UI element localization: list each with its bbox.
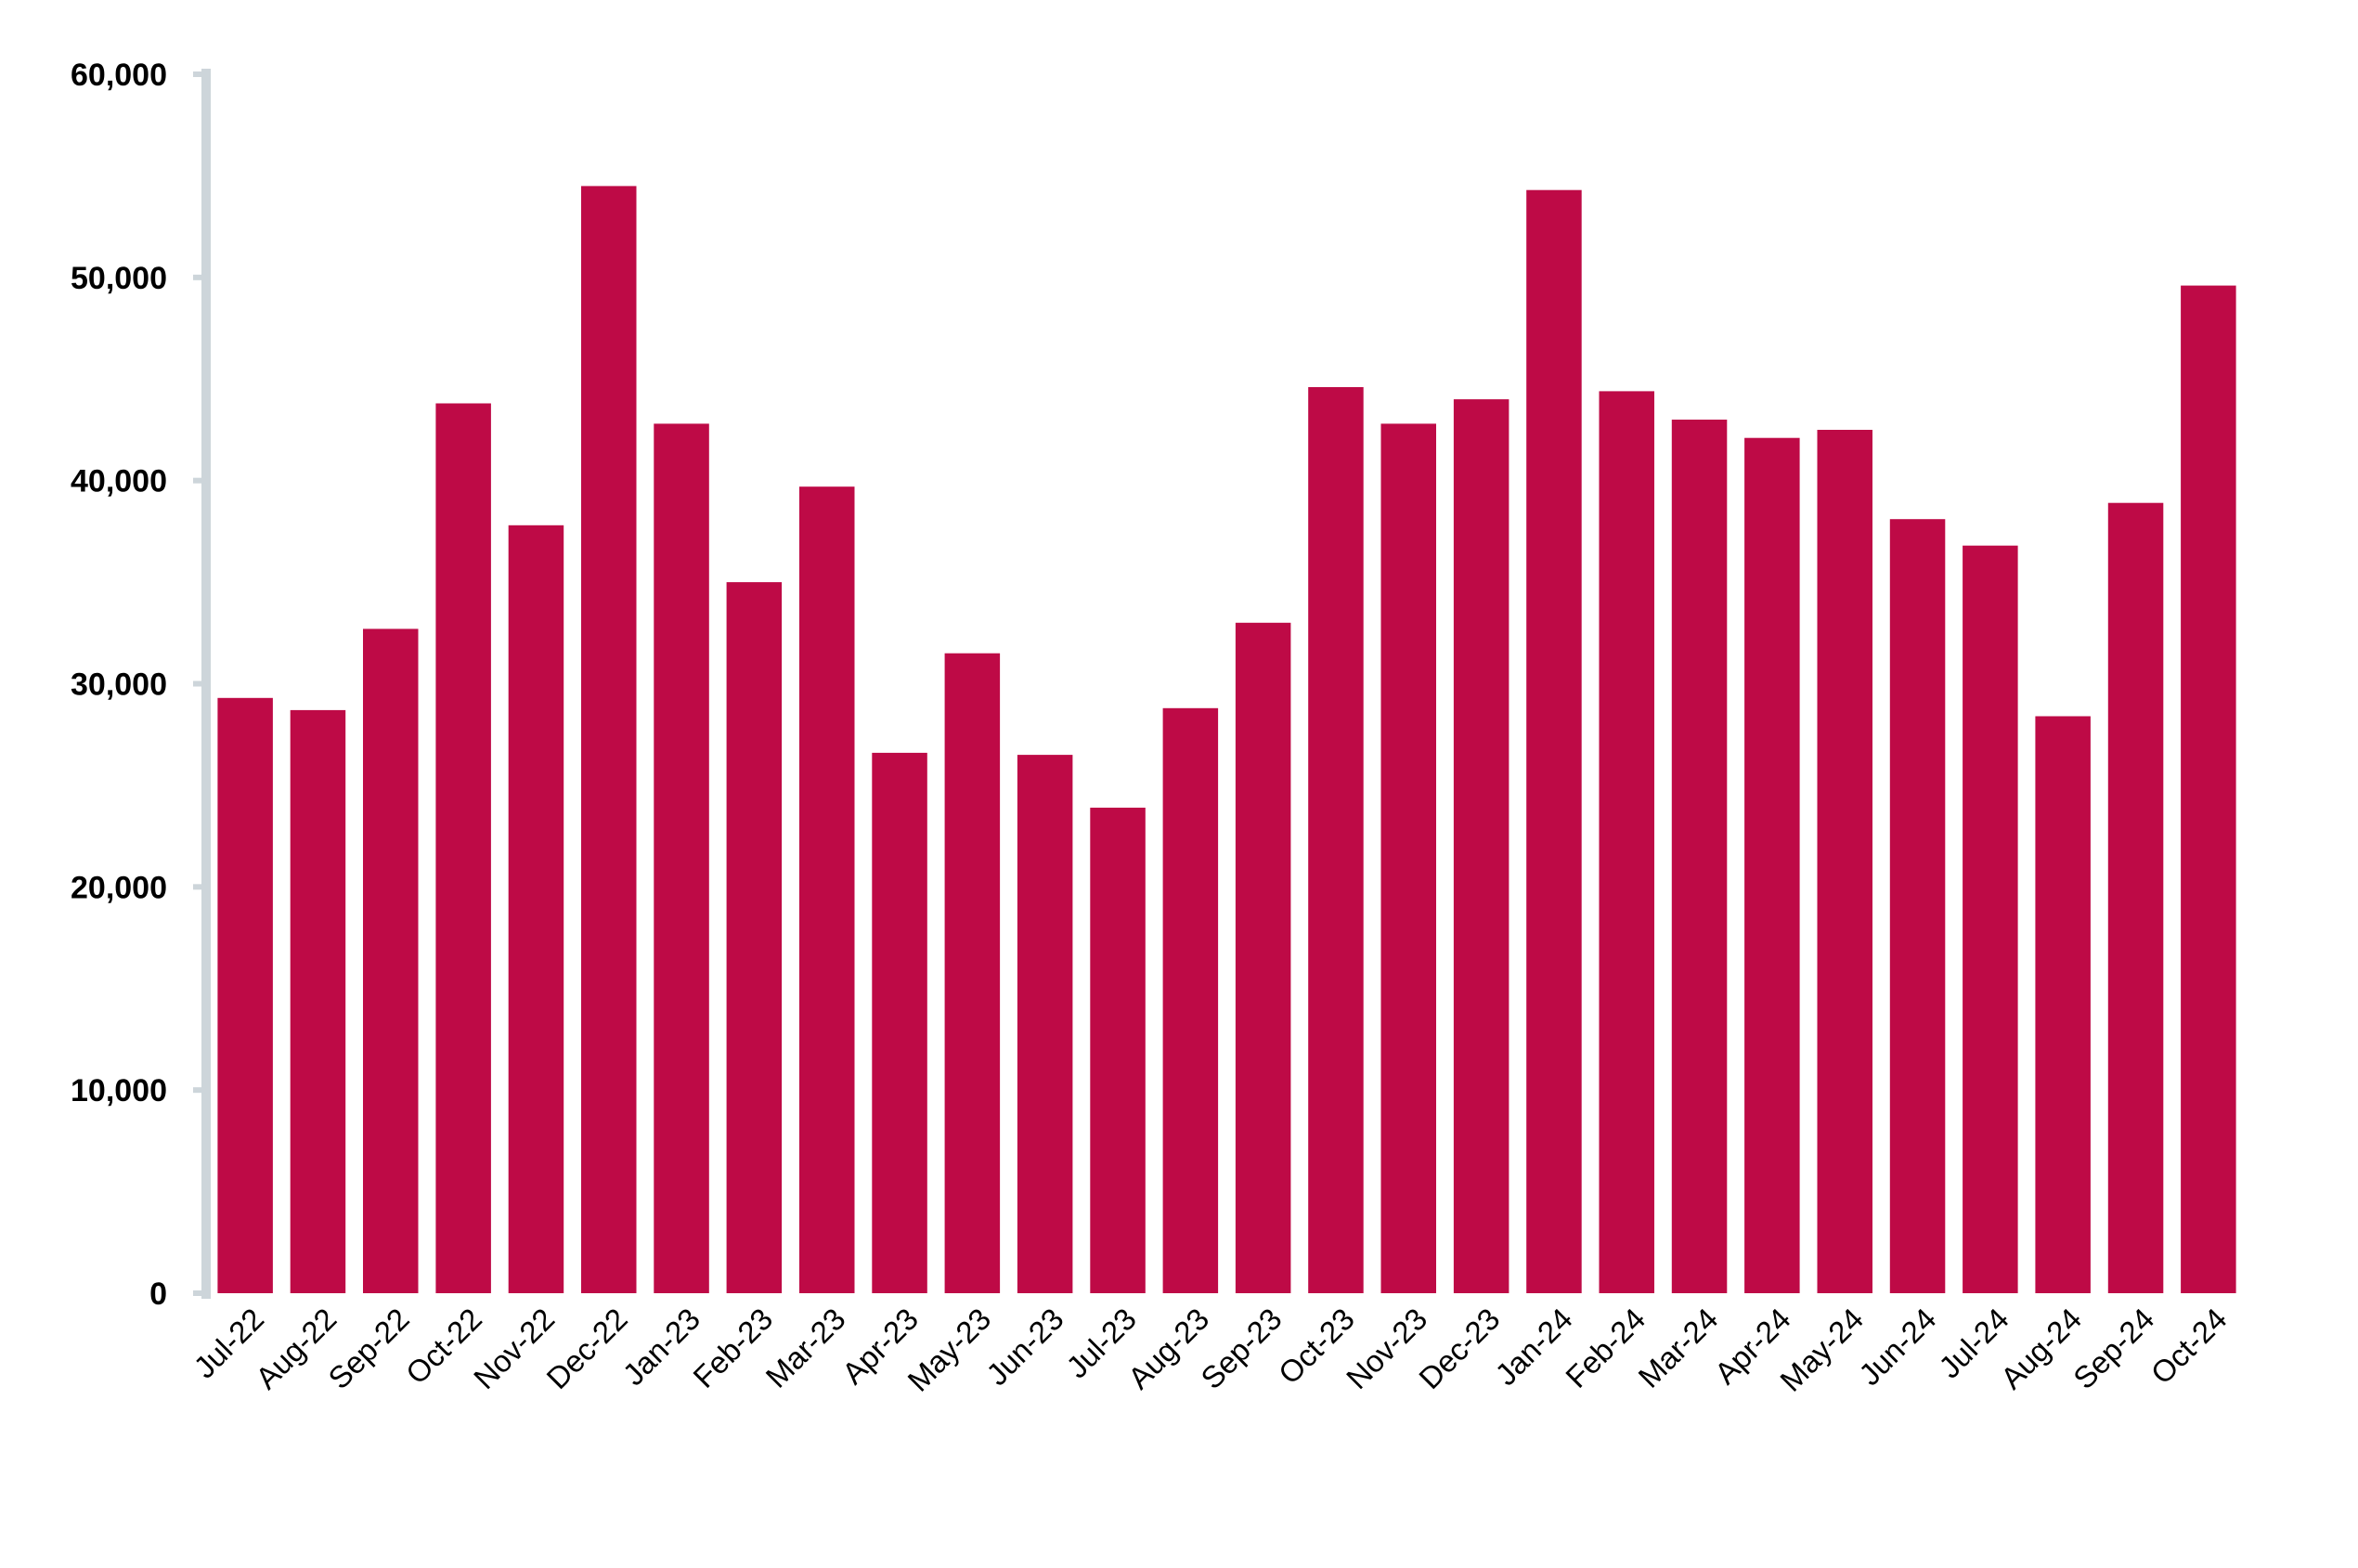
y-tick-mark bbox=[193, 274, 206, 280]
x-tick-label: Feb-23 bbox=[686, 1302, 779, 1394]
x-tick-label: Sep-24 bbox=[2066, 1302, 2160, 1395]
y-tick-label: 60,000 bbox=[71, 58, 167, 93]
x-tick-label: Nov-23 bbox=[1340, 1302, 1433, 1395]
bar-jan-23 bbox=[654, 423, 709, 1293]
y-tick-label: 0 bbox=[149, 1276, 167, 1312]
x-tick-label: Jun-24 bbox=[1852, 1302, 1943, 1393]
bar-dec-23 bbox=[1453, 399, 1509, 1294]
y-tick-mark bbox=[193, 1290, 206, 1296]
bars-group bbox=[217, 186, 2236, 1294]
bar-sep-23 bbox=[1235, 622, 1291, 1293]
y-axis bbox=[193, 69, 211, 1299]
bar-mar-23 bbox=[799, 486, 855, 1293]
bar-jan-24 bbox=[1526, 189, 1582, 1294]
bar-aug-22 bbox=[290, 709, 346, 1293]
y-tick-label: 30,000 bbox=[71, 667, 167, 703]
y-tick-mark bbox=[193, 1087, 206, 1094]
x-tick-label: Aug-24 bbox=[1994, 1302, 2088, 1395]
bar-jul-24 bbox=[1963, 545, 2018, 1293]
bar-jul-22 bbox=[217, 697, 273, 1293]
bar-dec-22 bbox=[581, 186, 637, 1293]
bar-oct-24 bbox=[2181, 285, 2236, 1294]
bar-sep-24 bbox=[2107, 502, 2164, 1293]
bar-mar-24 bbox=[1671, 420, 1728, 1293]
y-tick-mark bbox=[193, 477, 206, 484]
x-tick-label: Nov-22 bbox=[467, 1302, 561, 1395]
x-tick-label: Oct-24 bbox=[2144, 1302, 2234, 1391]
bar-jun-24 bbox=[1889, 519, 1946, 1293]
x-tick-label: Feb-24 bbox=[1559, 1302, 1652, 1394]
bar-nov-22 bbox=[508, 525, 564, 1293]
x-tick-label: Aug-23 bbox=[1121, 1302, 1215, 1395]
bar-feb-23 bbox=[726, 582, 783, 1293]
y-tick-label: 40,000 bbox=[71, 464, 167, 499]
bar-feb-24 bbox=[1599, 391, 1654, 1293]
bar-apr-24 bbox=[1744, 437, 1800, 1293]
y-tick-mark bbox=[193, 71, 206, 77]
x-tick-label: Sep-23 bbox=[1194, 1302, 1288, 1395]
bar-oct-22 bbox=[435, 403, 491, 1293]
x-tick-label: Jan-23 bbox=[616, 1302, 707, 1393]
x-tick-label: Jan-24 bbox=[1488, 1302, 1579, 1393]
bar-apr-23 bbox=[872, 752, 927, 1293]
bar-aug-24 bbox=[2035, 716, 2091, 1293]
x-tick-label: Dec-23 bbox=[1412, 1302, 1506, 1395]
y-tick-label: 20,000 bbox=[71, 870, 167, 905]
bar-may-23 bbox=[944, 653, 1001, 1293]
y-tick-label: 10,000 bbox=[71, 1073, 167, 1108]
x-tick-label: May-23 bbox=[900, 1302, 997, 1398]
bar-sep-22 bbox=[363, 628, 419, 1293]
bar-jun-23 bbox=[1017, 755, 1073, 1293]
y-tick-mark bbox=[193, 680, 206, 687]
bar-may-24 bbox=[1817, 430, 1872, 1293]
y-tick-label: 50,000 bbox=[71, 261, 167, 296]
x-tick-label: Sep-22 bbox=[321, 1302, 415, 1395]
x-tick-label: Mar-23 bbox=[759, 1302, 852, 1394]
bar-nov-23 bbox=[1380, 423, 1436, 1293]
y-tick-mark bbox=[193, 884, 206, 890]
bar-oct-23 bbox=[1308, 387, 1364, 1293]
x-tick-label: Jun-23 bbox=[979, 1302, 1070, 1393]
y-tick-labels: 0 10,000 20,000 30,000 40,000 50,000 60,000 bbox=[71, 58, 167, 1312]
bar-aug-23 bbox=[1162, 707, 1219, 1293]
x-tick-label: Mar-24 bbox=[1631, 1302, 1724, 1394]
x-tick-labels: Jul-22Aug-22Sep-22Oct-22Nov-22Dec-22Jan-… bbox=[187, 1302, 2233, 1398]
x-tick-label: Aug-22 bbox=[249, 1302, 343, 1395]
x-tick-label: Dec-22 bbox=[539, 1302, 633, 1395]
bar-jul-23 bbox=[1090, 808, 1146, 1293]
x-tick-label: May-24 bbox=[1773, 1302, 1870, 1398]
